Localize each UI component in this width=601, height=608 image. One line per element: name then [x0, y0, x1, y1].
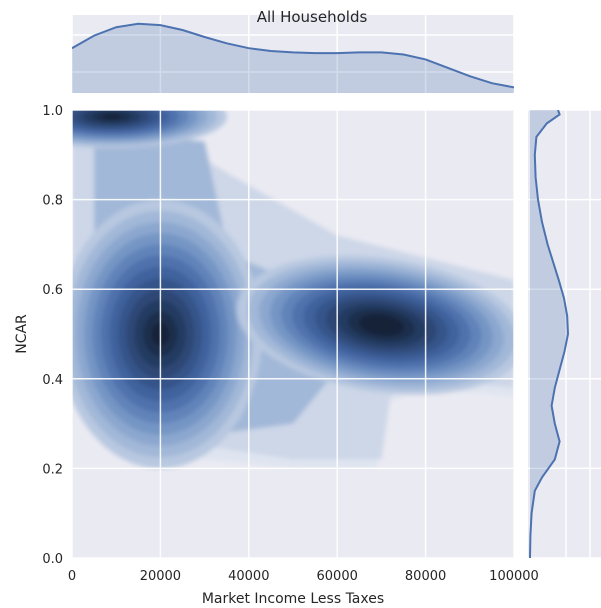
y-tick-label-2: 0.4: [42, 373, 63, 388]
y-tick-label-4: 0.8: [42, 194, 63, 209]
right-marginal-density-area: [530, 110, 568, 558]
y-tick-label-0: 0.0: [42, 552, 63, 567]
main-plot-grid: [71, 109, 515, 559]
y-tick-label-3: 0.6: [42, 283, 63, 298]
y-tick-label-5: 1.0: [42, 104, 63, 119]
x-tick-label-3: 60000: [317, 569, 358, 584]
kde-peak-1-level-12: [370, 319, 393, 331]
x-tick-label-5: 100000: [489, 569, 539, 584]
right-marginal-grid: [528, 109, 601, 559]
kde-peak-2-level-11: [102, 114, 122, 120]
right-marginal-density-line: [529, 110, 570, 558]
chart-title: All Households: [257, 8, 368, 26]
x-axis-label: Market Income Less Taxes: [202, 591, 384, 607]
right-marginal-background: [528, 110, 601, 558]
x-tick-label-0: 0: [68, 569, 76, 584]
top-marginal-density-line: [72, 22, 514, 89]
y-axis-label: NCAR: [14, 314, 30, 354]
x-tick-label-4: 80000: [405, 569, 446, 584]
y-tick-label-1: 0.2: [42, 462, 63, 477]
x-tick-label-2: 40000: [228, 569, 269, 584]
top-marginal-grid: [71, 15, 515, 93]
x-tick-label-1: 20000: [140, 569, 181, 584]
y-axis-ticks: 0.0 0.2 0.4 0.6 0.8 1.0: [42, 104, 63, 567]
x-axis-ticks: 0 20000 40000 60000 80000 100000: [68, 569, 539, 584]
top-marginal-density-area: [72, 23, 514, 93]
top-marginal-background: [72, 15, 514, 93]
